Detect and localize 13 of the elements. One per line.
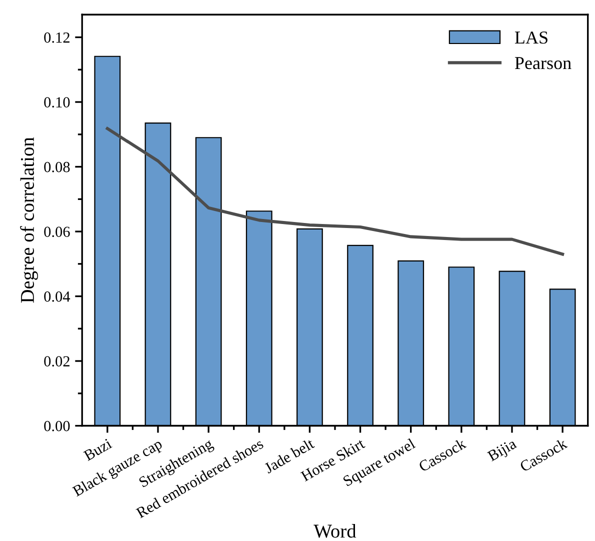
y-tick-label: 0.10 bbox=[44, 97, 70, 108]
y-tick-label: 0.02 bbox=[44, 356, 70, 367]
y-tick-label: 0.00 bbox=[44, 420, 70, 432]
y-tick-label: 0.04 bbox=[44, 291, 70, 302]
y-tick-label: 0.06 bbox=[44, 226, 70, 238]
legend-label: LAS bbox=[514, 32, 548, 44]
line-series bbox=[106, 127, 564, 256]
y-tick-label: 0.12 bbox=[44, 32, 70, 43]
y-tick-label: 0.08 bbox=[44, 162, 70, 172]
y-axis-title: Degree of correlation bbox=[20, 137, 38, 303]
x-tick-label: Bijia bbox=[486, 438, 519, 464]
legend-label: Pearson bbox=[514, 57, 572, 70]
x-axis-title: Word bbox=[314, 524, 356, 538]
